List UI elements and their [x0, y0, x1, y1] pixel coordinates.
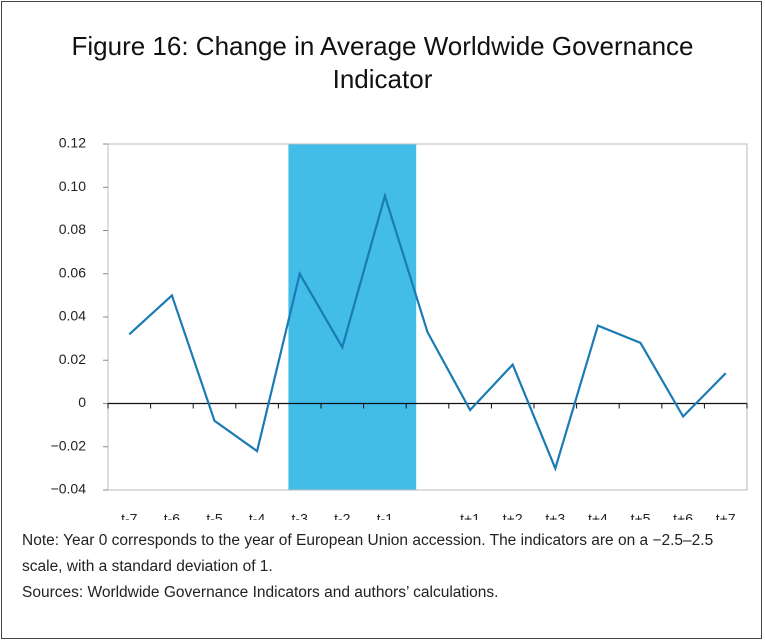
- x-tick-label: t+5: [631, 511, 651, 520]
- notes: Note: Year 0 corresponds to the year of …: [22, 528, 752, 606]
- x-tick-label: t-7: [121, 511, 138, 520]
- x-tick-label: t-3: [292, 511, 309, 520]
- x-tick-label: t-6: [164, 511, 181, 520]
- x-tick-label: t+7: [716, 511, 736, 520]
- y-tick-label: 0: [78, 394, 86, 410]
- chart-title: Figure 16: Change in Average Worldwide G…: [71, 31, 694, 94]
- x-tick-label: t+3: [545, 511, 565, 520]
- y-tick-label: −0.04: [51, 481, 87, 497]
- y-tick-label: −0.02: [51, 437, 87, 453]
- plot-frame: [107, 143, 748, 491]
- x-tick-label: t-1: [377, 511, 394, 520]
- x-tick-label: t-5: [206, 511, 223, 520]
- y-tick-label: 0.12: [59, 135, 86, 151]
- note: Note: Year 0 corresponds to the year of …: [22, 532, 714, 575]
- x-tick-label: t+6: [673, 511, 693, 520]
- x-tick-label: t-2: [334, 511, 351, 520]
- x-tick-label: t+2: [503, 511, 523, 520]
- shaded-region: [288, 144, 417, 490]
- x-tick-label: t+1: [460, 511, 480, 520]
- y-tick-label: 0.10: [59, 178, 86, 194]
- x-tick-label: t-4: [249, 511, 266, 520]
- y-tick-label: 0.06: [59, 264, 86, 280]
- data-line: [128, 192, 727, 472]
- y-tick-label: 0.08: [59, 221, 86, 237]
- y-tick-label: 0.04: [59, 308, 86, 324]
- source: Sources: Worldwide Governance Indicators…: [22, 584, 499, 601]
- chart: −0.04 −0.02 0 0.02 0.04 0.06 0.08 0.10 0.12 t-7 t-…: [51, 135, 748, 520]
- x-tick-label: t+4: [588, 511, 608, 520]
- y-tick-label: 0.02: [59, 351, 86, 367]
